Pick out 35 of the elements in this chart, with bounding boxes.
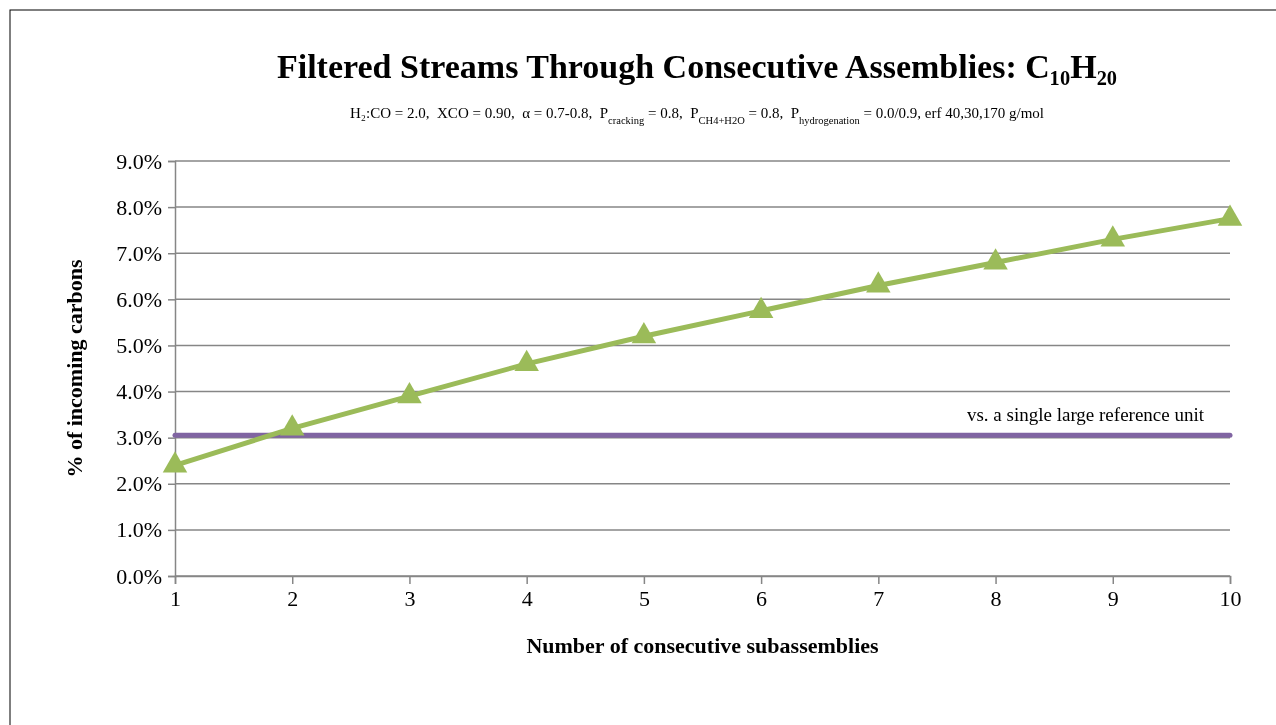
point [866,271,891,293]
point [1100,225,1126,247]
point [162,451,188,473]
y-tick-label: 0.0% [116,563,162,589]
chart-title: Filtered Streams Through Consecutive Assemblies: C₁₀H₂₀ [276,48,1118,85]
point [1217,204,1243,226]
x-tick-label: 10 [1219,585,1242,611]
point [397,382,422,404]
y-tick-label: 5.0% [116,332,162,358]
y-tick-label: 6.0% [116,286,162,312]
x-tick-label: 5 [638,585,650,611]
y-tick-label: 2.0% [116,471,162,497]
y-tick-label: 1.0% [116,517,162,543]
x-tick-label: 2 [287,585,299,611]
chart-subtitle: H₂:CO = 2.0, XCO = 0.90, α = 0.7-0.8, P$_{cracking}$ = 0.8, P$_{CH4+H2O}$ = 0.8, P$_{hydrogenation}$ = 0.0/0.9, erf 40,30,170 g/mol [350,105,1044,126]
y-tick-label: 8.0% [116,194,162,220]
y-tick-label: 9.0% [116,148,162,174]
y-tick-label: 4.0% [116,379,162,405]
point [983,248,1008,270]
point [514,349,539,371]
x-tick-label: 1 [170,585,181,611]
x-tick-label: 3 [404,585,416,611]
point [631,322,657,344]
x-tick-label: 7 [873,585,885,611]
ref-line-label: vs. a single large reference unit [966,404,1205,426]
point [279,414,305,436]
y-tick-label: 7.0% [116,240,162,266]
point [748,296,774,318]
y-axis-title: % of incoming carbons [62,258,87,478]
x-tick-label: 4 [521,585,533,611]
x-axis-title: Number of consecutive subassemblies [526,633,880,658]
x-tick-label: 9 [1107,585,1119,611]
y-tick-label: 3.0% [116,425,162,451]
x-tick-label: 8 [990,585,1002,611]
x-tick-label: 6 [756,585,768,611]
